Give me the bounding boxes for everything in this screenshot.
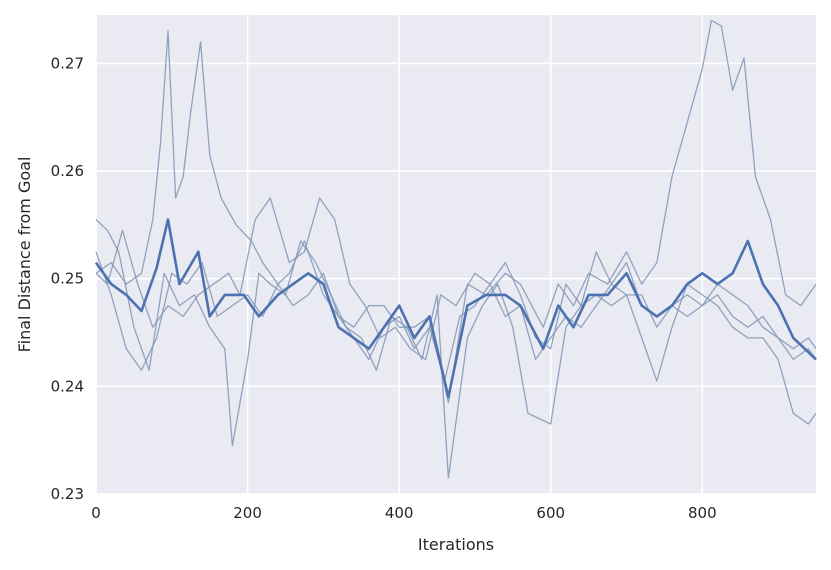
series-lines: [94, 19, 817, 479]
x-axis-label: Iterations: [418, 535, 494, 554]
y-tick-label: 0.26: [51, 162, 84, 180]
tick-labels: 0 200 400 600 800 0.23 0.24 0.25 0.26 0.27: [51, 54, 717, 522]
x-tick-label: 400: [385, 504, 414, 522]
mean-series-line: [94, 218, 817, 399]
x-tick-label: 200: [233, 504, 262, 522]
y-tick-label: 0.23: [51, 485, 84, 503]
run-series-line: [95, 19, 817, 404]
y-tick-label: 0.27: [51, 54, 84, 72]
run-series-line: [95, 251, 817, 382]
x-tick-label: 0: [91, 504, 101, 522]
x-tick-label: 600: [536, 504, 565, 522]
plot-background: [96, 15, 816, 494]
x-tick-label: 800: [688, 504, 717, 522]
y-axis-label: Final Distance from Goal: [15, 157, 34, 353]
run-series-line: [95, 219, 817, 479]
y-tick-label: 0.25: [51, 270, 84, 288]
y-tick-label: 0.24: [51, 377, 84, 395]
